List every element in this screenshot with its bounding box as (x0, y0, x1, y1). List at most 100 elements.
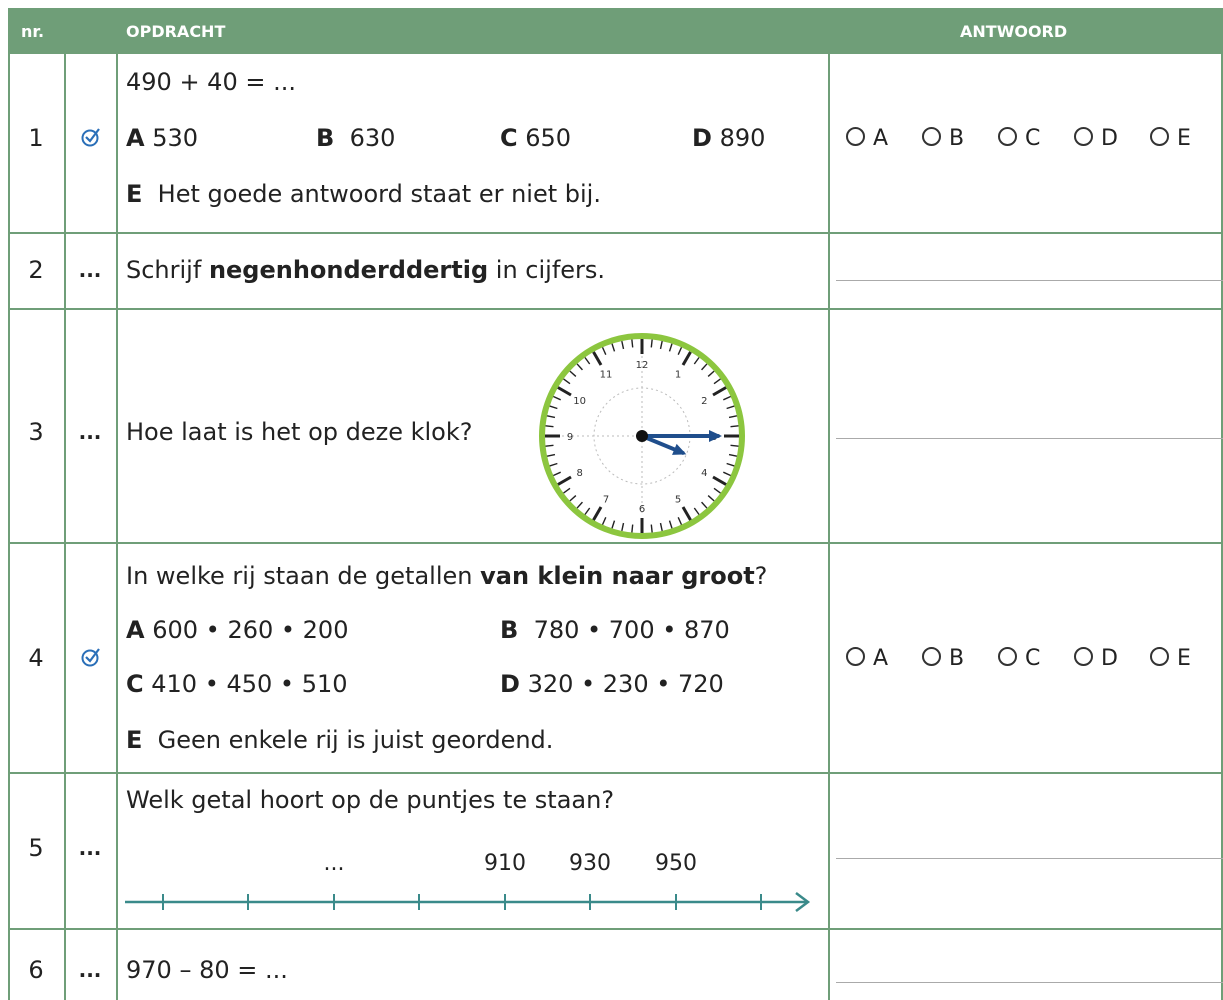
row-divider (10, 308, 1223, 310)
clock-number: 8 (576, 468, 582, 479)
choice-c[interactable]: C (998, 126, 1074, 151)
choice-a[interactable]: A (846, 646, 922, 671)
choice-b[interactable]: B (922, 126, 998, 151)
choice-d[interactable]: D (1074, 126, 1150, 151)
clock-number: 12 (636, 360, 649, 371)
clock-tick (553, 395, 561, 401)
clock-number: 10 (573, 396, 586, 407)
question-text: Schrijf negenhonderddertig in cijfers. (126, 256, 606, 284)
clock-tick (650, 339, 653, 348)
number-line-label: ... (324, 851, 345, 876)
clock-tick (728, 415, 738, 419)
question-text: 970 – 80 = ... (126, 956, 288, 984)
clock-tick (677, 347, 683, 355)
clock-tick (668, 343, 673, 352)
clock-number: 11 (600, 370, 613, 381)
col-divider (116, 10, 118, 1000)
clock-number: 7 (603, 494, 609, 505)
header-opdracht: OPDRACHT (126, 22, 226, 41)
choice-a[interactable]: A (846, 126, 922, 151)
clock-tick (677, 517, 683, 525)
clock-tick (650, 524, 653, 533)
clock-number: 2 (701, 396, 707, 407)
clock-tick (576, 501, 583, 509)
radio-circle-icon (998, 127, 1017, 146)
clock-tick (659, 522, 663, 532)
choice-c[interactable]: C (998, 646, 1074, 671)
option-d: D 890 (692, 124, 766, 152)
clock-tick (730, 425, 739, 428)
clock-tick (621, 340, 625, 350)
clock-tick (701, 501, 708, 509)
clock-tick (726, 405, 735, 410)
number-line: ... 910 930 950 (125, 851, 811, 912)
clock-tick (549, 462, 558, 467)
row-marker: ... (78, 258, 102, 282)
answer-line[interactable] (836, 280, 1223, 281)
option-a: A 600 • 260 • 200 (126, 616, 349, 644)
clock-tick (557, 475, 572, 486)
clock-number: 4 (701, 468, 707, 479)
radio-circle-icon (922, 127, 941, 146)
clock-tick (611, 520, 616, 529)
check-icon (81, 648, 100, 667)
radio-circle-icon (1074, 127, 1093, 146)
clock-tick (553, 471, 561, 477)
option-e: E Het goede antwoord staat er niet bij. (126, 180, 601, 208)
radio-circle-icon (1150, 647, 1169, 666)
clock-tick (723, 471, 731, 477)
clock-tick (707, 370, 715, 377)
clock-tick (584, 357, 591, 365)
choice-e[interactable]: E (1150, 126, 1223, 151)
clock-tick (693, 507, 700, 515)
clock-tick (546, 453, 556, 457)
clock-tick (592, 506, 603, 521)
clock-tick (621, 522, 625, 532)
clock-tick (728, 453, 738, 457)
clock-tick (601, 517, 607, 525)
row-number: 4 (28, 644, 44, 672)
row-divider (10, 232, 1223, 234)
header-nr: nr. (21, 22, 45, 41)
radio-circle-icon (1150, 127, 1169, 146)
row-divider (10, 542, 1223, 544)
answer-line[interactable] (836, 858, 1223, 859)
col-divider (64, 10, 66, 1000)
option-c: C 650 (500, 124, 572, 152)
radio-circle-icon (998, 647, 1017, 666)
clock-number: 5 (675, 494, 681, 505)
choice-b[interactable]: B (922, 646, 998, 671)
choice-e[interactable]: E (1150, 646, 1223, 671)
clock-tick (713, 487, 721, 494)
row-marker: ... (78, 958, 102, 982)
clock-tick (601, 347, 607, 355)
clock-tick (545, 444, 554, 447)
answer-line[interactable] (836, 438, 1223, 439)
clock-number: 9 (567, 432, 573, 443)
option-b: B 780 • 700 • 870 (500, 616, 730, 644)
check-icon (81, 128, 100, 147)
clock-tick (726, 462, 735, 467)
header-antwoord: ANTWOORD (960, 22, 1068, 41)
clock-tick (712, 386, 727, 397)
option-e: E Geen enkele rij is juist geordend. (126, 726, 554, 754)
answer-line[interactable] (836, 982, 1223, 983)
clock-tick (712, 475, 727, 486)
clock-tick (723, 395, 731, 401)
clock-tick (545, 425, 554, 428)
answer-choices: A B C D E (846, 126, 1223, 151)
question-text: Welk getal hoort op de puntjes te staan? (126, 786, 615, 814)
row-divider (10, 772, 1223, 774)
clock-tick (713, 378, 721, 385)
option-a: A 530 (126, 124, 199, 152)
clock-tick (681, 506, 692, 521)
clock-tick (549, 405, 558, 410)
clock-tick (584, 507, 591, 515)
clock-tick (707, 495, 715, 502)
clock-tick (546, 415, 556, 419)
row-number: 2 (28, 256, 44, 284)
clock-tick (693, 357, 700, 365)
choice-d[interactable]: D (1074, 646, 1150, 671)
number-line-label: 930 (569, 851, 611, 876)
